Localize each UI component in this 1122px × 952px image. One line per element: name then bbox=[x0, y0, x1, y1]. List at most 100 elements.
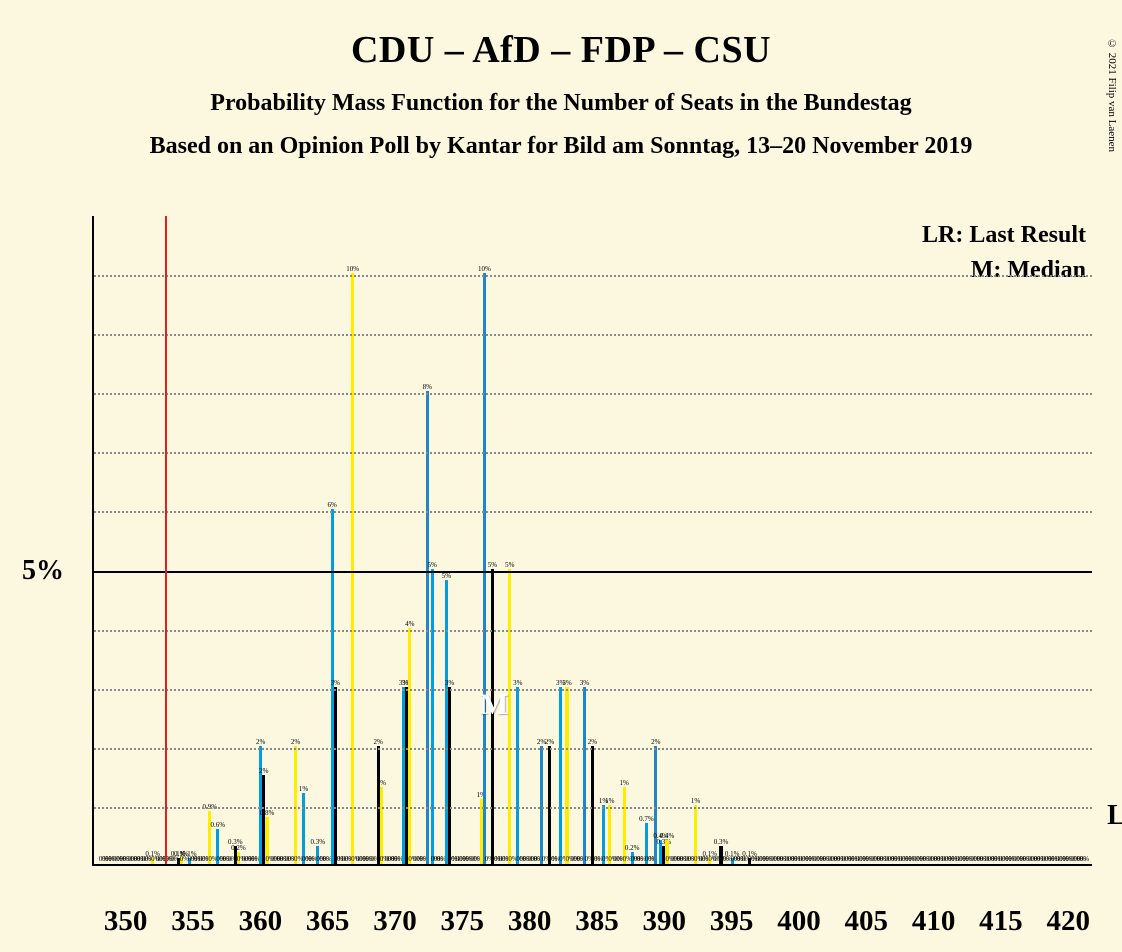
bar-value-label: 1% bbox=[605, 797, 614, 805]
gridline bbox=[94, 452, 1092, 454]
gridline bbox=[94, 807, 1092, 809]
bar-value-label: 5% bbox=[505, 561, 514, 569]
bar: 0% bbox=[697, 863, 700, 864]
bar-value-label: 2% bbox=[259, 767, 268, 775]
x-tick-label: 420 bbox=[1035, 905, 1102, 938]
bar: 0% bbox=[554, 863, 557, 864]
bar: 3% bbox=[565, 687, 568, 864]
copyright-text: © 2021 Filip van Laenen bbox=[1106, 38, 1118, 152]
chart-title: CDU – AfD – FDP – CSU bbox=[0, 28, 1122, 72]
bar: 0% bbox=[954, 863, 957, 864]
bar: 5% bbox=[508, 569, 511, 864]
bar: 0% bbox=[440, 863, 443, 864]
bar-value-label: 0.3% bbox=[311, 838, 326, 846]
bar: 0% bbox=[740, 863, 743, 864]
bar: 0% bbox=[1011, 863, 1014, 864]
chart-subtitle-2: Based on an Opinion Poll by Kantar for B… bbox=[0, 133, 1122, 160]
y-axis-label: 5% bbox=[22, 555, 64, 587]
bar: 0% bbox=[397, 863, 400, 864]
bar: 0% bbox=[369, 863, 372, 864]
bar: 5% bbox=[431, 569, 434, 864]
bar: 0% bbox=[169, 863, 172, 864]
bar-value-label: 0.8% bbox=[260, 809, 275, 817]
x-tick-label: 380 bbox=[496, 905, 563, 938]
bar-value-label: 2% bbox=[545, 738, 554, 746]
bar-value-label: 3% bbox=[445, 679, 454, 687]
x-tick-label: 385 bbox=[563, 905, 630, 938]
bar: 0% bbox=[840, 863, 843, 864]
bar: 0% bbox=[754, 863, 757, 864]
x-tick-label: 370 bbox=[361, 905, 428, 938]
bar-value-label: 3% bbox=[513, 679, 522, 687]
bar: 0% bbox=[811, 863, 814, 864]
bar: 0% bbox=[154, 863, 157, 864]
bar: 0% bbox=[926, 863, 929, 864]
bar: 3% bbox=[334, 687, 337, 864]
bar: 0% bbox=[111, 863, 114, 864]
x-tick-label: 360 bbox=[227, 905, 294, 938]
plot-area: LR: Last Result M: Median 0%0%0%0%0%0%0%… bbox=[92, 216, 1102, 866]
bar: 0% bbox=[569, 863, 572, 864]
bar: 0% bbox=[826, 863, 829, 864]
bar: 10% bbox=[483, 273, 486, 864]
bar: 0% bbox=[383, 863, 386, 864]
bar: 0% bbox=[997, 863, 1000, 864]
gridline bbox=[94, 511, 1092, 513]
bar: 0% bbox=[983, 863, 986, 864]
bar-value-label: 1% bbox=[619, 779, 628, 787]
x-tick-label: 365 bbox=[294, 905, 361, 938]
bar: 0% bbox=[797, 863, 800, 864]
bar: 0% bbox=[940, 863, 943, 864]
lr-marker: LR bbox=[1107, 800, 1122, 832]
bar: 4% bbox=[408, 628, 411, 864]
bar-value-label: 0.7% bbox=[639, 815, 654, 823]
bar: 0% bbox=[711, 863, 714, 864]
bar: 0% bbox=[454, 863, 457, 864]
bar: 0% bbox=[597, 863, 600, 864]
bar: 0% bbox=[240, 863, 243, 864]
bar: 0% bbox=[183, 863, 186, 864]
bar-value-label: 1% bbox=[377, 779, 386, 787]
bar-value-label: 2% bbox=[291, 738, 300, 746]
bar-value-label: 0.3% bbox=[714, 838, 729, 846]
bar-value-label: 1% bbox=[299, 785, 308, 793]
bar-value-label: 0.6% bbox=[211, 821, 226, 829]
bar: 0% bbox=[611, 863, 614, 864]
bar: 0% bbox=[254, 863, 257, 864]
bar: 0% bbox=[1054, 863, 1057, 864]
bar-value-label: 2% bbox=[256, 738, 265, 746]
bar-value-label: 8% bbox=[423, 383, 432, 391]
x-tick-label: 415 bbox=[967, 905, 1034, 938]
bar: 0% bbox=[311, 863, 314, 864]
bar: 3% bbox=[583, 687, 586, 864]
bar: 2% bbox=[591, 746, 594, 864]
bar: 0% bbox=[911, 863, 914, 864]
bars-container: 0%0%0%0%0%0%0%0%0%0%0%0%0%0%0.1%0%0%0%0%… bbox=[94, 216, 1092, 864]
bar: 0% bbox=[497, 863, 500, 864]
bar-value-label: 2% bbox=[651, 738, 660, 746]
bar: 3% bbox=[516, 687, 519, 864]
bar: 1% bbox=[302, 793, 305, 864]
bar-value-label: 6% bbox=[327, 501, 336, 509]
bar: 0% bbox=[783, 863, 786, 864]
bar-value-label: 2% bbox=[373, 738, 382, 746]
bar-value-label: 4% bbox=[405, 620, 414, 628]
bar: 0% bbox=[1069, 863, 1072, 864]
bar: 0% bbox=[197, 863, 200, 864]
bar: 0% bbox=[626, 863, 629, 864]
gridline bbox=[94, 748, 1092, 750]
bar: 8% bbox=[426, 391, 429, 864]
bar: 0% bbox=[1083, 863, 1086, 864]
bar-value-label: 0.2% bbox=[625, 844, 640, 852]
bar: 2% bbox=[540, 746, 543, 864]
bar: 0% bbox=[669, 863, 672, 864]
gridline bbox=[94, 689, 1092, 691]
bar: 0% bbox=[269, 863, 272, 864]
bar: 0% bbox=[411, 863, 414, 864]
median-marker: M bbox=[480, 688, 508, 722]
bar: 0% bbox=[854, 863, 857, 864]
bar-value-label: 3% bbox=[562, 679, 571, 687]
gridline bbox=[94, 393, 1092, 395]
bar: 1% bbox=[380, 787, 383, 864]
bar-value-label: 0% bbox=[1080, 855, 1089, 863]
